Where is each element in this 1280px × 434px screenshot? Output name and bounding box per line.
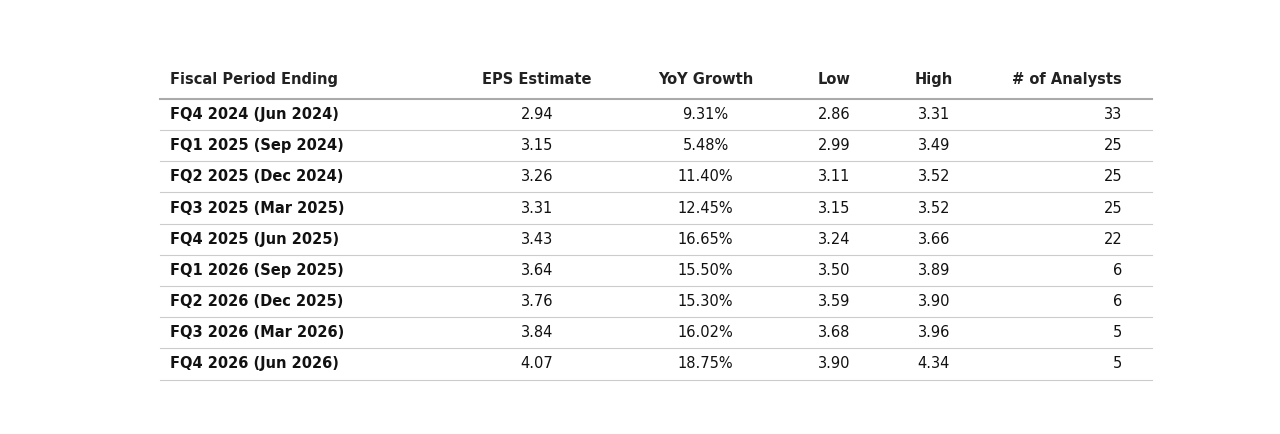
Text: 4.07: 4.07 <box>521 356 553 372</box>
Text: Low: Low <box>818 72 851 87</box>
Text: 6: 6 <box>1114 294 1123 309</box>
Text: 9.31%: 9.31% <box>682 107 728 122</box>
Text: 4.34: 4.34 <box>918 356 950 372</box>
Text: 3.76: 3.76 <box>521 294 553 309</box>
Text: 3.96: 3.96 <box>918 326 950 340</box>
Text: 2.86: 2.86 <box>818 107 851 122</box>
Text: 15.50%: 15.50% <box>678 263 733 278</box>
Text: 2.94: 2.94 <box>521 107 553 122</box>
Text: 18.75%: 18.75% <box>678 356 733 372</box>
Text: 12.45%: 12.45% <box>678 201 733 216</box>
Text: FQ1 2025 (Sep 2024): FQ1 2025 (Sep 2024) <box>170 138 343 153</box>
Text: YoY Growth: YoY Growth <box>658 72 753 87</box>
Text: 15.30%: 15.30% <box>678 294 733 309</box>
Text: 25: 25 <box>1103 201 1123 216</box>
Text: High: High <box>915 72 952 87</box>
Text: FQ2 2025 (Dec 2024): FQ2 2025 (Dec 2024) <box>170 169 343 184</box>
Text: 3.89: 3.89 <box>918 263 950 278</box>
Text: 3.26: 3.26 <box>521 169 553 184</box>
Text: 3.90: 3.90 <box>818 356 851 372</box>
Text: 3.24: 3.24 <box>818 232 851 247</box>
Text: 33: 33 <box>1103 107 1123 122</box>
Text: FQ1 2026 (Sep 2025): FQ1 2026 (Sep 2025) <box>170 263 343 278</box>
Text: EPS Estimate: EPS Estimate <box>483 72 591 87</box>
Text: 22: 22 <box>1103 232 1123 247</box>
Text: Fiscal Period Ending: Fiscal Period Ending <box>170 72 338 87</box>
Text: 3.84: 3.84 <box>521 326 553 340</box>
Text: 3.15: 3.15 <box>818 201 851 216</box>
Text: 3.43: 3.43 <box>521 232 553 247</box>
Text: 3.49: 3.49 <box>918 138 950 153</box>
Text: # of Analysts: # of Analysts <box>1012 72 1123 87</box>
Text: 11.40%: 11.40% <box>678 169 733 184</box>
Text: FQ3 2025 (Mar 2025): FQ3 2025 (Mar 2025) <box>170 201 344 216</box>
Text: FQ4 2025 (Jun 2025): FQ4 2025 (Jun 2025) <box>170 232 339 247</box>
Text: 3.31: 3.31 <box>918 107 950 122</box>
Text: 3.90: 3.90 <box>918 294 950 309</box>
Text: 3.66: 3.66 <box>918 232 950 247</box>
Text: 5: 5 <box>1114 356 1123 372</box>
Text: 25: 25 <box>1103 138 1123 153</box>
Text: 6: 6 <box>1114 263 1123 278</box>
Text: 16.02%: 16.02% <box>677 326 733 340</box>
Text: 25: 25 <box>1103 169 1123 184</box>
Text: 3.64: 3.64 <box>521 263 553 278</box>
Text: FQ4 2024 (Jun 2024): FQ4 2024 (Jun 2024) <box>170 107 339 122</box>
Text: 2.99: 2.99 <box>818 138 851 153</box>
Text: 3.68: 3.68 <box>818 326 851 340</box>
Text: 5: 5 <box>1114 326 1123 340</box>
Text: FQ3 2026 (Mar 2026): FQ3 2026 (Mar 2026) <box>170 326 344 340</box>
Text: 3.31: 3.31 <box>521 201 553 216</box>
Text: 16.65%: 16.65% <box>678 232 733 247</box>
Text: 3.50: 3.50 <box>818 263 851 278</box>
Text: 3.15: 3.15 <box>521 138 553 153</box>
Text: FQ2 2026 (Dec 2025): FQ2 2026 (Dec 2025) <box>170 294 343 309</box>
Text: 3.52: 3.52 <box>918 169 950 184</box>
Text: FQ4 2026 (Jun 2026): FQ4 2026 (Jun 2026) <box>170 356 339 372</box>
Text: 5.48%: 5.48% <box>682 138 728 153</box>
Text: 3.11: 3.11 <box>818 169 851 184</box>
Text: 3.59: 3.59 <box>818 294 851 309</box>
Text: 3.52: 3.52 <box>918 201 950 216</box>
